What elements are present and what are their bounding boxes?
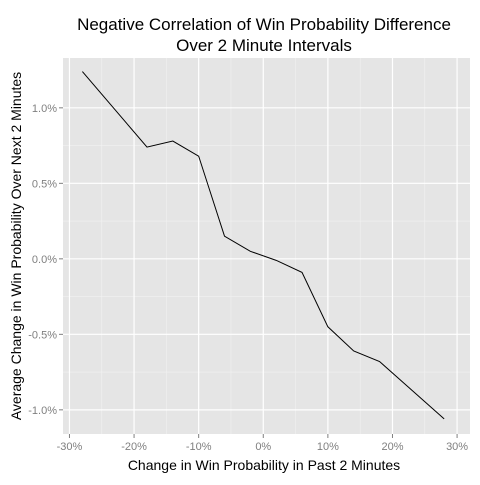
x-tick-label: -10%: [186, 441, 212, 453]
x-tick-label: 10%: [317, 441, 339, 453]
y-tick-label: -0.5%: [28, 329, 57, 341]
major-gridlines: [63, 58, 470, 434]
series-line: [82, 71, 445, 420]
chart-title-line-1: Negative Correlation of Win Probability …: [77, 15, 451, 34]
x-tick-label: 30%: [446, 441, 468, 453]
x-tick-label: -30%: [57, 441, 83, 453]
x-tick-label: 0%: [255, 441, 271, 453]
x-axis-ticks: -30% -20% -10% 0% 10% 20% 30%: [57, 434, 468, 453]
x-axis-title: Change in Win Probability in Past 2 Minu…: [128, 457, 400, 473]
minor-gridlines: [63, 58, 470, 434]
plot-panel: [63, 58, 470, 434]
y-tick-label: -1.0%: [28, 405, 57, 417]
y-tick-label: 0.0%: [32, 254, 57, 266]
y-axis-ticks: -1.0% -0.5% 0.0% 0.5% 1.0%: [28, 103, 63, 417]
y-axis-title: Average Change in Win Probability Over N…: [8, 72, 24, 420]
y-tick-label: 1.0%: [32, 103, 57, 115]
chart-title-line-2: Over 2 Minute Intervals: [176, 36, 352, 55]
x-tick-label: -20%: [121, 441, 147, 453]
x-tick-label: 20%: [381, 441, 403, 453]
y-tick-label: 0.5%: [32, 178, 57, 190]
